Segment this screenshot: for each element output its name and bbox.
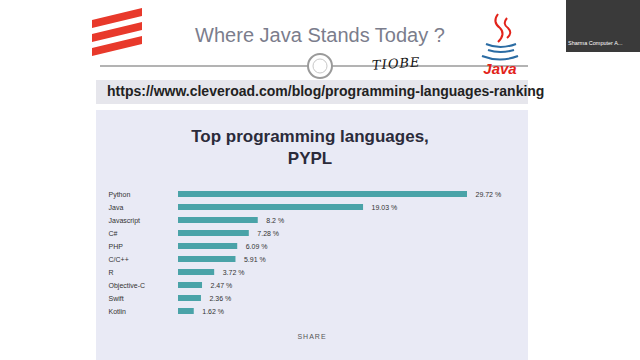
html-text:Sharma Computer A...: Sharma Computer A... <box>568 40 623 46</box>
svg-text:Java: Java <box>109 204 124 211</box>
svg-text:Kotlin: Kotlin <box>109 308 127 315</box>
svg-text:19.03 %: 19.03 % <box>372 204 398 211</box>
svg-text:5.91 %: 5.91 % <box>244 256 266 263</box>
svg-text:C/C++: C/C++ <box>109 256 129 263</box>
svg-text:Python: Python <box>109 191 131 199</box>
svg-text:Swift: Swift <box>109 295 124 302</box>
svg-text:R: R <box>109 269 114 276</box>
svg-text:Objective-C: Objective-C <box>109 282 146 290</box>
svg-text:8.2 %: 8.2 % <box>266 217 284 224</box>
html-text:Where Java Stands Today ?: Where Java Stands Today ? <box>195 24 445 46</box>
html-text:Top programming languages, PYP: Top programming languages, PYPL <box>191 127 429 168</box>
svg-text:C#: C# <box>109 230 118 237</box>
svg-text:1.62 %: 1.62 % <box>202 308 224 315</box>
html-text:SHARE: SHARE <box>297 333 327 340</box>
svg-text:29.72 %: 29.72 % <box>476 191 502 198</box>
svg-text:2.47 %: 2.47 % <box>211 282 233 289</box>
svg-text:7.28 %: 7.28 % <box>257 230 279 237</box>
svg-text:6.09 %: 6.09 % <box>246 243 268 250</box>
svg-text:PHP: PHP <box>109 243 124 250</box>
svg-text:2.36 %: 2.36 % <box>209 295 231 302</box>
html-text:TIOBE: TIOBE <box>371 54 421 73</box>
html-text:https://www.cleveroad.com/blog: https://www.cleveroad.com/blog/programmi… <box>107 83 545 99</box>
svg-text:3.72 %: 3.72 % <box>223 269 245 276</box>
html-text:Java: Java <box>483 60 517 77</box>
svg-text:Javascript: Javascript <box>109 217 141 225</box>
